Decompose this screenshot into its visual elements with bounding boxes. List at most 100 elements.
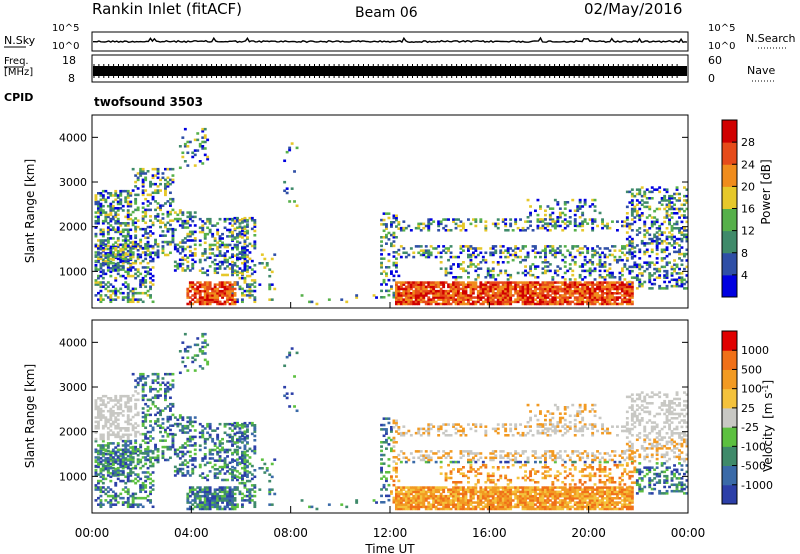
power-cell bbox=[462, 261, 465, 264]
power-cell bbox=[563, 298, 567, 301]
power-cell bbox=[459, 267, 463, 270]
power-cell bbox=[613, 245, 617, 248]
velocity-cell bbox=[206, 501, 210, 504]
power-cell bbox=[630, 294, 634, 297]
velocity-cell bbox=[169, 409, 172, 412]
power-cell bbox=[119, 194, 123, 197]
power-cell bbox=[228, 243, 232, 247]
power-cell bbox=[241, 300, 244, 304]
velocity-cell bbox=[228, 435, 232, 439]
power-cell bbox=[504, 300, 508, 304]
power-cell bbox=[216, 283, 220, 286]
power-cell bbox=[134, 246, 138, 250]
power-cell bbox=[665, 242, 669, 245]
power-cell bbox=[203, 136, 207, 139]
power-cell bbox=[417, 302, 421, 306]
power-cell bbox=[573, 229, 577, 232]
power-cell bbox=[149, 219, 152, 222]
power-cell bbox=[248, 291, 252, 295]
velocity-cell bbox=[141, 452, 145, 455]
velocity-cell bbox=[94, 437, 98, 441]
power-cell bbox=[566, 249, 570, 252]
power-cell bbox=[563, 245, 567, 248]
power-cell bbox=[186, 211, 190, 214]
power-cell bbox=[568, 283, 572, 286]
velocity-cell bbox=[114, 418, 118, 422]
velocity-cell bbox=[243, 451, 247, 455]
power-cell bbox=[231, 289, 234, 293]
power-cell bbox=[111, 255, 115, 259]
velocity-cell bbox=[211, 494, 215, 498]
power-cell bbox=[469, 302, 473, 306]
power-cell bbox=[444, 294, 448, 297]
power-cell bbox=[531, 229, 535, 232]
power-cell bbox=[668, 218, 671, 222]
velocity-cell bbox=[246, 470, 249, 473]
power-cell bbox=[248, 257, 252, 261]
power-cell bbox=[561, 302, 565, 306]
power-cell bbox=[186, 264, 190, 268]
power-cell bbox=[211, 235, 215, 238]
colorbar-segment bbox=[722, 186, 737, 209]
velocity-cell bbox=[211, 503, 215, 506]
velocity-cell bbox=[139, 488, 143, 491]
velocity-cell bbox=[196, 354, 200, 357]
velocity-cell bbox=[181, 418, 185, 422]
power-cell bbox=[628, 265, 632, 269]
power-cell bbox=[544, 209, 547, 213]
velocity-cell bbox=[101, 416, 105, 419]
power-cell bbox=[683, 233, 686, 237]
power-cell bbox=[397, 294, 401, 297]
velocity-cell bbox=[228, 440, 232, 443]
velocity-cell bbox=[99, 488, 103, 491]
power-cell bbox=[97, 217, 100, 221]
power-cell bbox=[136, 176, 140, 180]
power-cell bbox=[491, 287, 495, 291]
power-cell bbox=[193, 296, 197, 299]
power-cell bbox=[183, 219, 187, 223]
power-cell bbox=[506, 281, 510, 284]
power-cell bbox=[144, 274, 148, 278]
velocity-cell bbox=[141, 387, 145, 391]
velocity-cell bbox=[111, 472, 115, 475]
power-cell bbox=[516, 283, 520, 286]
power-cell bbox=[548, 263, 552, 266]
velocity-cell bbox=[248, 456, 252, 459]
power-cell bbox=[300, 294, 304, 297]
power-cell bbox=[439, 289, 443, 293]
velocity-cell bbox=[243, 484, 247, 487]
velocity-cell bbox=[94, 439, 98, 443]
power-cell bbox=[628, 272, 632, 275]
power-cell bbox=[116, 209, 120, 212]
power-cell bbox=[541, 294, 545, 297]
velocity-cell bbox=[166, 415, 170, 419]
power-cell bbox=[233, 236, 237, 239]
power-cell bbox=[536, 294, 540, 297]
velocity-cell bbox=[114, 427, 118, 430]
power-cell bbox=[146, 204, 150, 207]
velocity-cell bbox=[116, 454, 120, 458]
velocity-cell bbox=[126, 439, 130, 443]
power-cell bbox=[154, 253, 157, 257]
power-cell bbox=[618, 283, 622, 286]
power-cell bbox=[673, 192, 676, 196]
power-cell bbox=[141, 247, 145, 250]
power-cell bbox=[121, 283, 125, 286]
power-cell bbox=[226, 292, 229, 295]
velocity-cell bbox=[208, 461, 212, 465]
power-cell bbox=[601, 218, 604, 221]
power-cell bbox=[521, 283, 525, 286]
power-cell bbox=[519, 285, 522, 289]
velocity-cell bbox=[221, 446, 224, 450]
power-cell bbox=[467, 218, 470, 221]
velocity-cell bbox=[171, 405, 175, 408]
velocity-cell bbox=[218, 422, 222, 426]
power-cell bbox=[178, 224, 182, 227]
power-cell bbox=[186, 222, 190, 225]
velocity-cell bbox=[94, 407, 98, 411]
velocity-cell bbox=[151, 426, 155, 430]
velocity-cell bbox=[201, 488, 205, 491]
velocity-cell bbox=[101, 465, 105, 469]
power-cell bbox=[395, 287, 398, 291]
velocity-cell bbox=[101, 459, 105, 462]
